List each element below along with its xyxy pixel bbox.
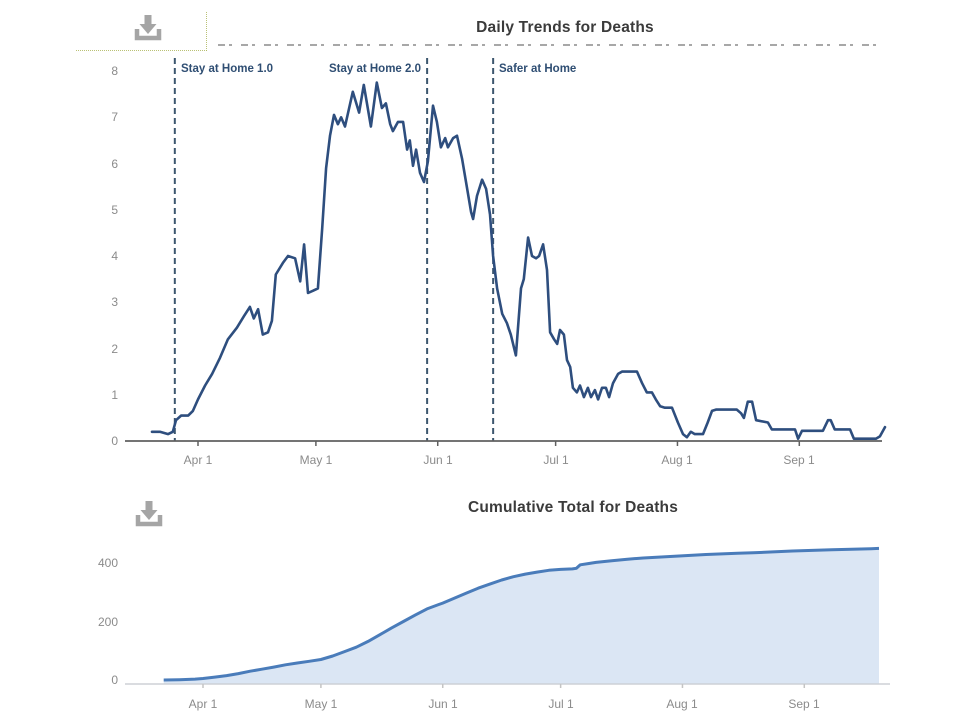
y-tick-label: 0 (70, 672, 118, 688)
download-button[interactable] (130, 8, 166, 48)
y-tick-label: 2 (88, 341, 118, 357)
x-tick-label: Jul 1 (526, 452, 586, 468)
download-button[interactable] (131, 494, 167, 534)
redacted-subtitle-dashes (218, 44, 878, 46)
y-tick-label: 5 (88, 202, 118, 218)
y-tick-label: 0 (88, 433, 118, 449)
x-tick-label: Apr 1 (168, 452, 228, 468)
x-tick-label: May 1 (291, 696, 351, 712)
selection-marquee-vertical (206, 12, 207, 51)
x-tick-label: Sep 1 (774, 696, 834, 712)
y-tick-label: 200 (70, 614, 118, 630)
bottom-chart-title: Cumulative Total for Deaths (250, 499, 896, 517)
download-icon (131, 10, 165, 44)
y-tick-label: 3 (88, 294, 118, 310)
reference-line-label: Stay at Home 1.0 (181, 62, 273, 76)
top-chart-title: Daily Trends for Deaths (250, 19, 880, 37)
reference-line-label: Stay at Home 2.0 (329, 62, 421, 76)
daily-trend-line (152, 83, 885, 439)
cumulative-area (164, 548, 879, 684)
x-tick-label: Sep 1 (769, 452, 829, 468)
charts-canvas (0, 0, 960, 720)
reference-line-label: Safer at Home (499, 62, 576, 76)
y-tick-label: 4 (88, 248, 118, 264)
download-icon (132, 496, 166, 530)
x-tick-label: Aug 1 (647, 452, 707, 468)
selection-marquee-horizontal (76, 50, 207, 51)
dashboard: Daily Trends for Deaths Stay at Home 1.0… (0, 0, 960, 720)
x-tick-label: May 1 (286, 452, 346, 468)
y-tick-label: 7 (88, 109, 118, 125)
x-tick-label: Jul 1 (531, 696, 591, 712)
y-tick-label: 1 (88, 387, 118, 403)
x-tick-label: Aug 1 (652, 696, 712, 712)
y-tick-label: 6 (88, 156, 118, 172)
x-tick-label: Apr 1 (173, 696, 233, 712)
x-tick-label: Jun 1 (408, 452, 468, 468)
x-tick-label: Jun 1 (413, 696, 473, 712)
y-tick-label: 8 (88, 63, 118, 79)
y-tick-label: 400 (70, 555, 118, 571)
